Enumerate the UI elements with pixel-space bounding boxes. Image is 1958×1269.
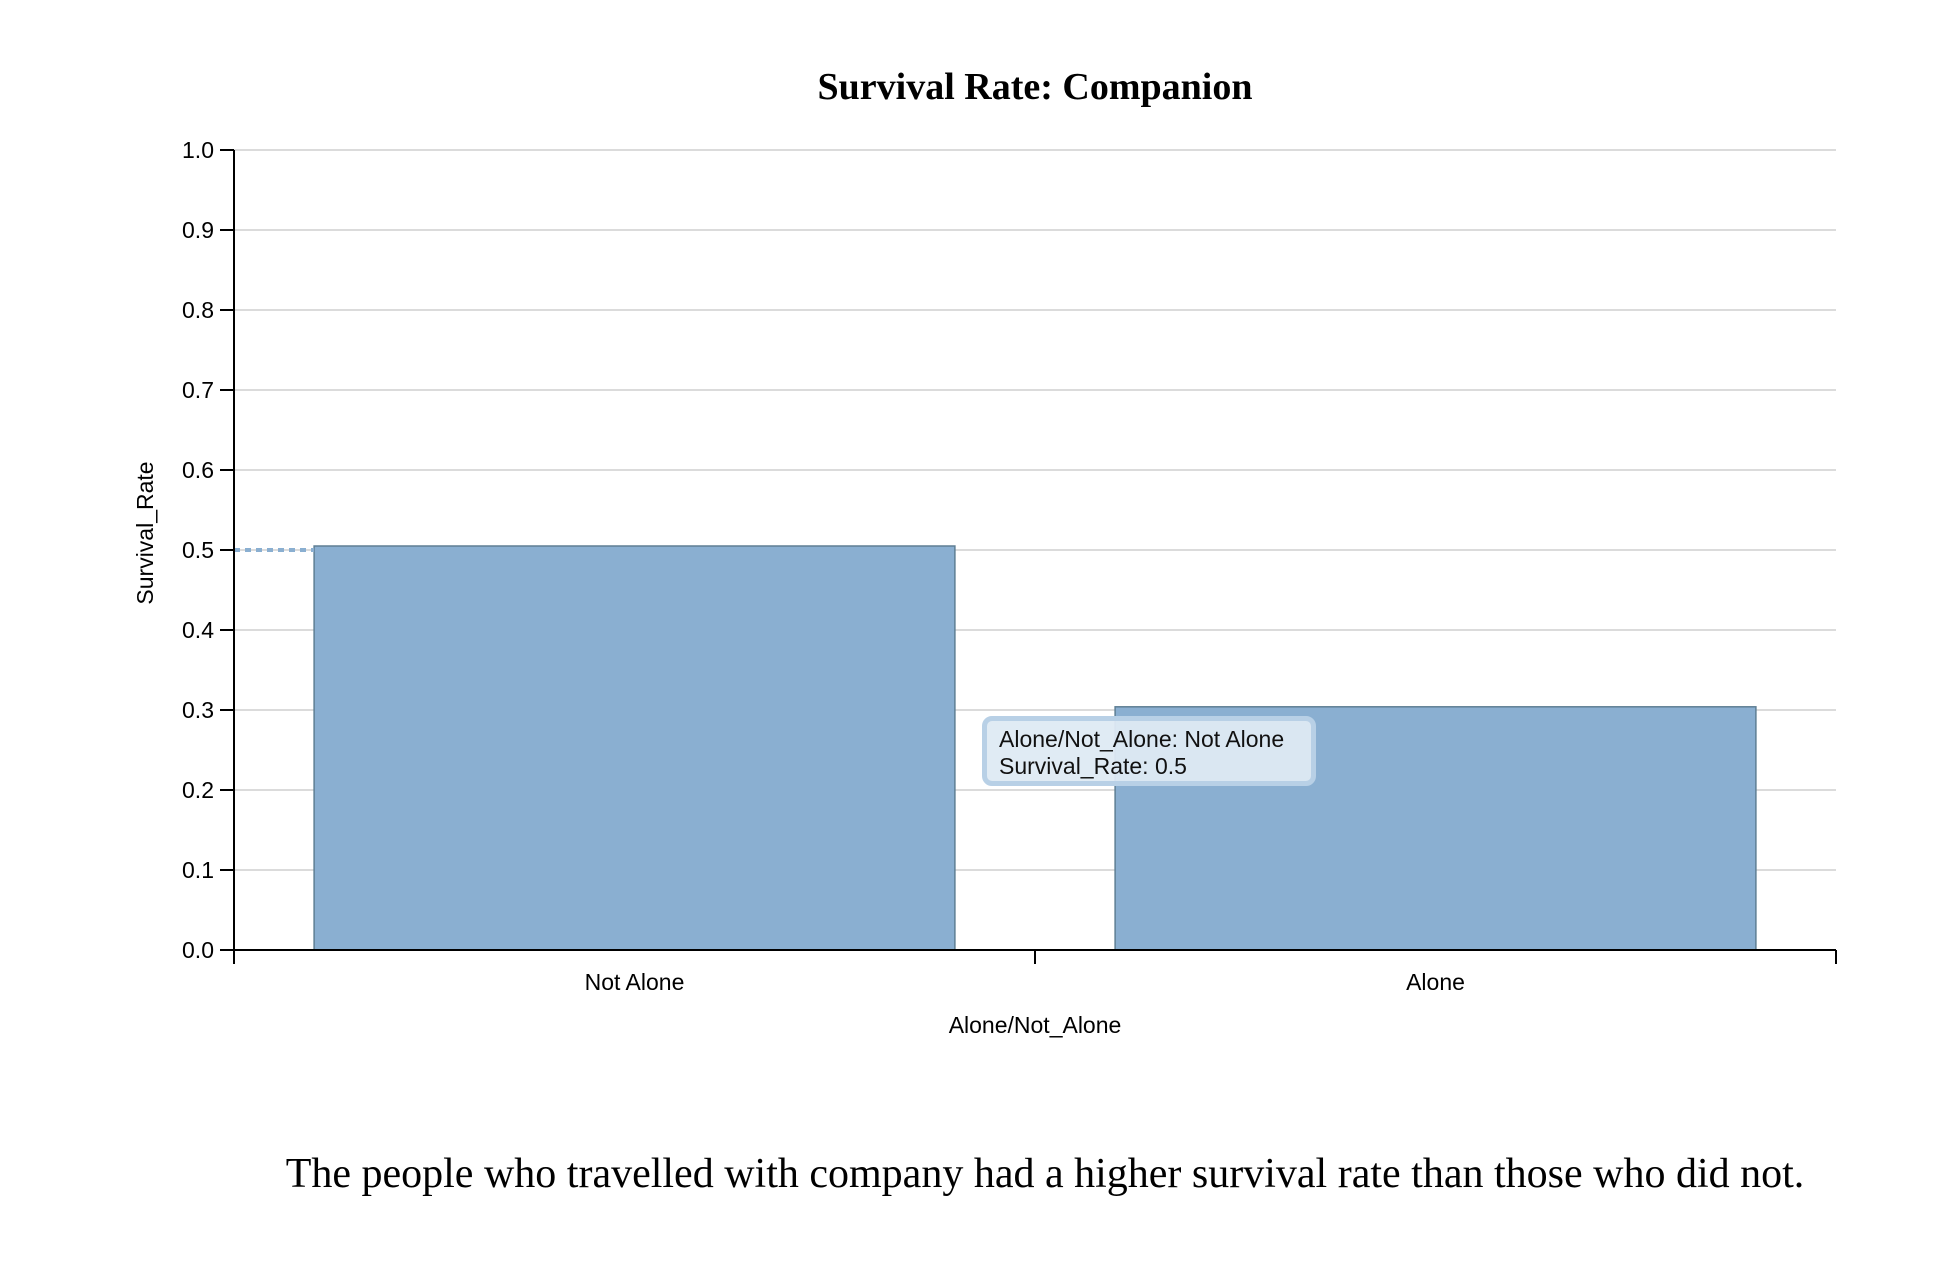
tooltip-category-line: Alone/Not_Alone: Not Alone [999, 726, 1285, 752]
y-tick-label: 1.0 [182, 137, 214, 163]
y-tick-label: 0.8 [182, 297, 214, 323]
tooltip-value-line: Survival_Rate: 0.5 [999, 753, 1187, 779]
x-axis: Not Alone Alone [233, 949, 1837, 995]
y-tick-label: 0.5 [182, 537, 214, 563]
bar-not-alone[interactable] [313, 545, 956, 951]
y-tick-label: 0.6 [182, 457, 214, 483]
y-axis-title: Survival_Rate [132, 461, 158, 604]
y-tick-label: 0.9 [182, 217, 214, 243]
bars [234, 545, 1757, 951]
chart-caption: The people who travelled with company ha… [285, 1151, 1805, 1197]
y-tick-label: 0.2 [182, 777, 214, 803]
x-axis-title: Alone/Not_Alone [949, 1012, 1122, 1038]
y-axis: 0.0 0.1 0.2 0.3 0.4 0.5 0.6 0.7 0.8 0.9 1.0 [182, 137, 235, 963]
y-tick-label: 0.3 [182, 697, 214, 723]
bar-tooltip: Alone/Not_Alone: Not Alone Survival_Rate… [982, 716, 1316, 786]
y-tick-label: 0.0 [182, 937, 214, 963]
y-tick-label: 0.7 [182, 377, 214, 403]
y-tick-label: 0.1 [182, 857, 214, 883]
y-tick-label: 0.4 [182, 617, 214, 643]
x-tick-label: Alone [1406, 969, 1465, 995]
chart-title: Survival Rate: Companion [818, 66, 1253, 108]
x-tick-label: Not Alone [585, 969, 685, 995]
